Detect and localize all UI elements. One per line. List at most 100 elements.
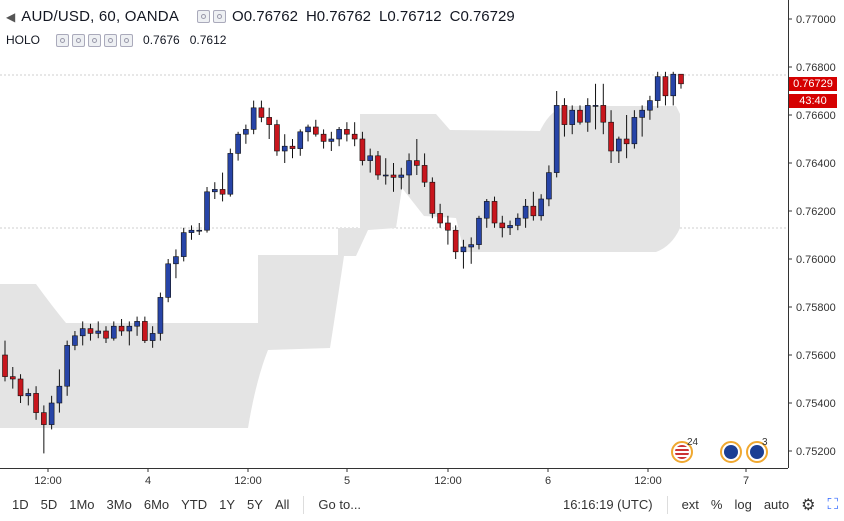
candle [507, 220, 513, 235]
candle [56, 369, 63, 413]
candle [569, 105, 576, 135]
candle [631, 110, 638, 149]
ohlc-open-value: 0.76762 [243, 8, 298, 25]
candle [134, 316, 140, 336]
indicator-legend: HOLO 0.7676 0.7612 [6, 33, 236, 47]
range-1d[interactable]: 1D [12, 497, 29, 512]
time-tick-label: 12:00 [434, 475, 462, 487]
range-all[interactable]: All [274, 497, 290, 512]
candle [305, 124, 311, 142]
candle [678, 73, 684, 89]
ext-toggle[interactable]: ext [681, 497, 699, 512]
candle [546, 165, 552, 207]
candle [142, 316, 148, 343]
ohlc-low-value: 0.76712 [387, 8, 442, 25]
candle [235, 131, 241, 161]
candle [639, 105, 645, 137]
percent-toggle[interactable]: % [710, 497, 723, 512]
price-tick-label: 0.75600 [796, 350, 836, 362]
candle [157, 292, 164, 341]
toolbar-divider [666, 495, 668, 514]
range-5y[interactable]: 5Y [247, 497, 263, 512]
candle [258, 100, 265, 123]
candle [382, 158, 389, 185]
candle [289, 139, 296, 159]
candle [647, 95, 653, 120]
candle [553, 91, 560, 178]
candle [2, 340, 8, 382]
candle [211, 182, 218, 199]
visibility-eye-icon[interactable] [197, 10, 211, 23]
indicator-remove-icon[interactable] [120, 33, 134, 47]
candle [204, 187, 210, 233]
candle [515, 213, 521, 231]
event-count: 24 [687, 437, 699, 448]
candle [390, 163, 397, 192]
candle [538, 194, 544, 221]
price-tick-label: 0.75200 [796, 446, 836, 458]
symbol-legend: ◀ AUD/USD, 60, OANDA O0.76762 H0.76762 L… [6, 8, 515, 25]
range-ytd[interactable]: YTD [181, 497, 208, 512]
candle [359, 131, 366, 166]
candle [522, 199, 529, 228]
time-axis-labels: 12:00 4 12:00 5 12:00 6 12:00 7 [34, 468, 749, 487]
candle [320, 129, 327, 149]
indicator-settings-icon[interactable] [72, 33, 86, 47]
candle [173, 249, 179, 279]
chart-axes [0, 0, 789, 469]
candle [452, 225, 459, 259]
toolbar-divider [303, 495, 305, 514]
range-1y[interactable]: 1Y [219, 497, 236, 512]
fullscreen-icon[interactable]: ⛶ [827, 496, 838, 513]
symbol-title[interactable]: AUD/USD, 60, OANDA [21, 8, 180, 25]
settings-gear-icon[interactable] [213, 10, 227, 23]
candle [196, 223, 203, 235]
candle [375, 151, 381, 180]
au-flag-icon [724, 445, 738, 459]
indicator-name[interactable]: HOLO [6, 33, 41, 47]
candle [623, 115, 630, 159]
range-5d[interactable]: 5D [40, 497, 58, 512]
event-count: 3 [762, 437, 768, 448]
chart-settings-gear-icon[interactable]: ⚙ [801, 496, 816, 514]
event-badge-au[interactable] [720, 441, 742, 463]
time-tick-label: 7 [743, 475, 749, 487]
candle [95, 321, 102, 339]
price-tick-label: 0.75400 [796, 398, 836, 410]
candle [429, 177, 436, 219]
event-badge-us[interactable]: 24 [671, 437, 698, 463]
candle [48, 395, 55, 430]
log-toggle[interactable]: log [734, 497, 752, 512]
auto-toggle[interactable]: auto [763, 497, 790, 512]
price-tick-label: 0.76200 [796, 206, 836, 218]
indicator-eye-icon[interactable] [56, 33, 70, 47]
price-tick-label: 0.76000 [796, 254, 836, 266]
candle [561, 98, 568, 137]
candle [398, 167, 405, 190]
event-badge-au-multi[interactable]: 3 [746, 437, 768, 463]
candle [592, 83, 599, 130]
indicator-source-icon[interactable] [88, 33, 102, 47]
candle [274, 119, 280, 156]
price-tick-label: 0.76800 [796, 62, 836, 74]
time-tick-label: 4 [145, 475, 151, 487]
range-6mo[interactable]: 6Mo [143, 497, 170, 512]
candle [243, 124, 249, 144]
time-tick-label: 6 [545, 475, 551, 487]
candle [491, 196, 498, 228]
utc-clock[interactable]: 16:16:19 (UTC) [562, 497, 653, 512]
us-flag-icon [675, 445, 689, 459]
price-tick-label: 0.75800 [796, 302, 836, 314]
time-tick-label: 12:00 [34, 475, 62, 487]
goto-button[interactable]: Go to... [318, 497, 362, 512]
candle [616, 136, 622, 163]
indicator-add-icon[interactable] [104, 33, 118, 47]
candle [584, 98, 591, 132]
time-tick-label: 12:00 [634, 475, 662, 487]
candle [600, 83, 607, 135]
range-1mo[interactable]: 1Mo [69, 497, 95, 512]
collapse-legend-icon[interactable]: ◀ [6, 9, 16, 24]
candle [250, 100, 257, 135]
range-3mo[interactable]: 3Mo [106, 497, 132, 512]
